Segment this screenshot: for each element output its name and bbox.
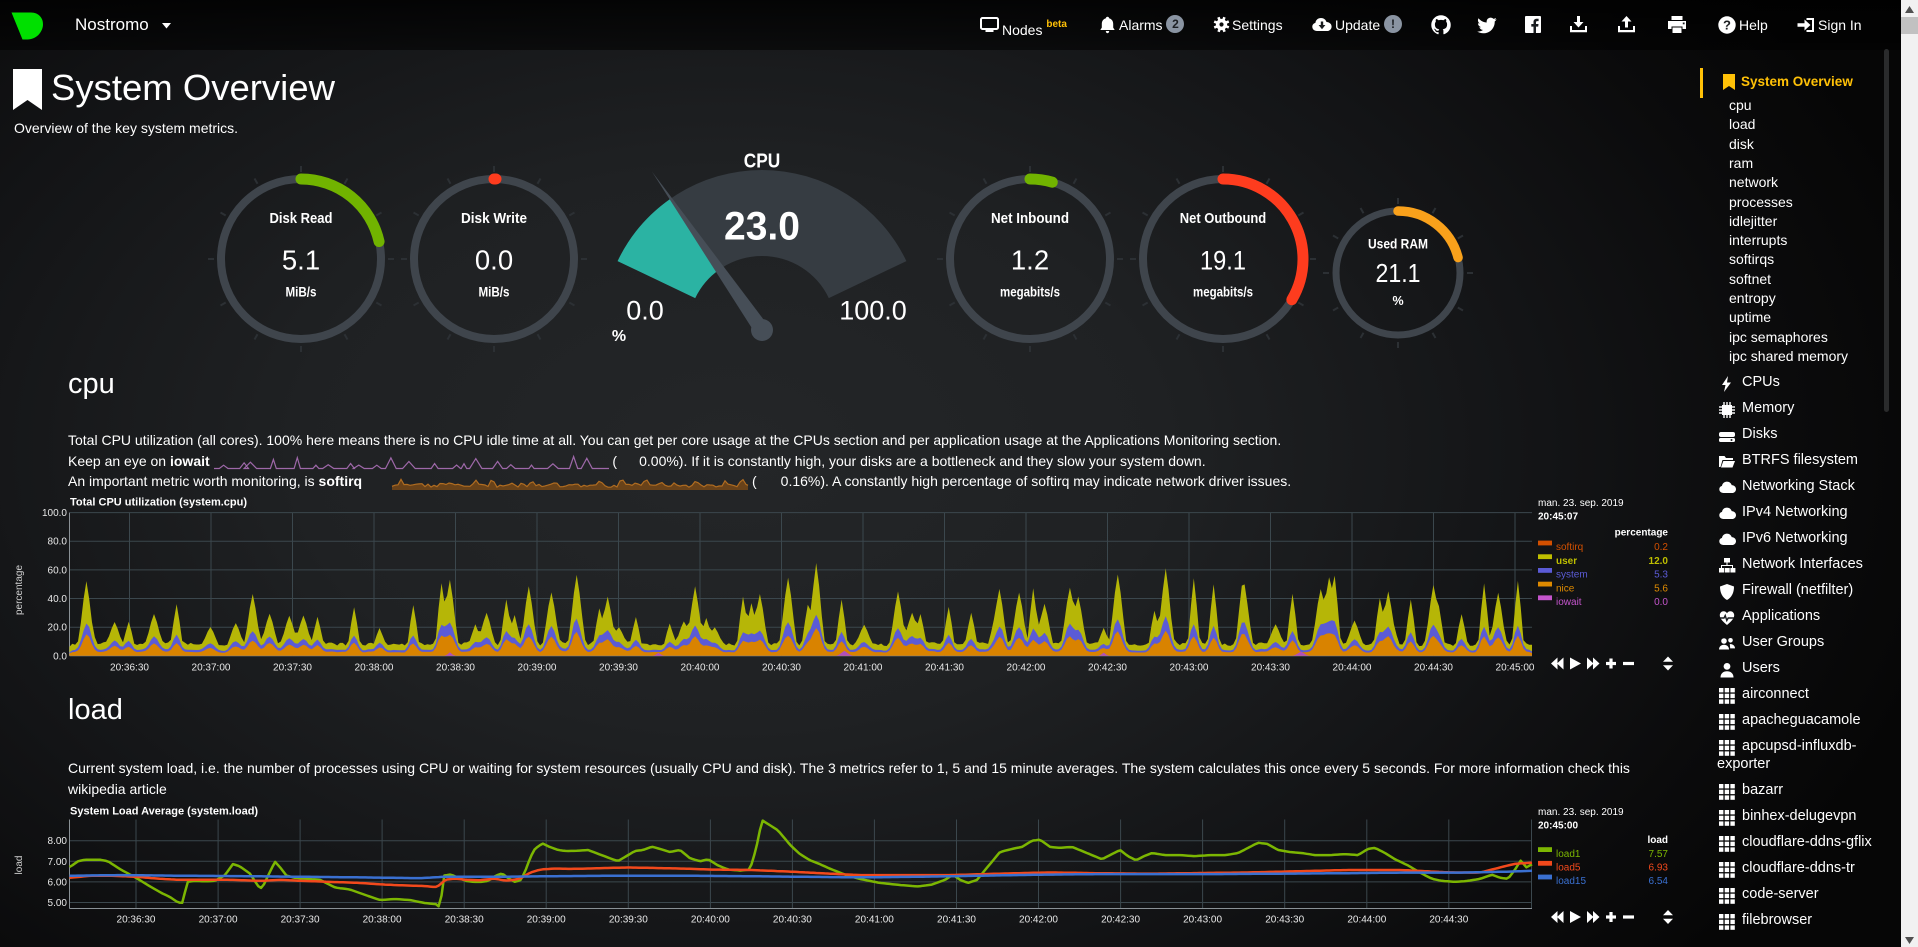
svg-text:20:39:30: 20:39:30 <box>609 915 648 926</box>
svg-text:20:40:30: 20:40:30 <box>762 663 801 674</box>
svg-text:20:41:30: 20:41:30 <box>937 915 976 926</box>
svg-text:0.0: 0.0 <box>475 245 513 276</box>
svg-text:MiB/s: MiB/s <box>479 284 510 299</box>
svg-text:20:36:30: 20:36:30 <box>117 915 156 926</box>
svg-text:20:37:00: 20:37:00 <box>199 915 238 926</box>
svg-text:20:41:00: 20:41:00 <box>855 915 894 926</box>
svg-text:20:38:00: 20:38:00 <box>363 915 402 926</box>
svg-text:20:39:00: 20:39:00 <box>527 915 566 926</box>
svg-text:Net Inbound: Net Inbound <box>991 211 1069 227</box>
svg-text:20:38:30: 20:38:30 <box>436 663 475 674</box>
svg-text:20:41:30: 20:41:30 <box>925 663 964 674</box>
svg-text:20:44:30: 20:44:30 <box>1414 663 1453 674</box>
svg-text:20:40:00: 20:40:00 <box>691 915 730 926</box>
svg-text:load5: load5 <box>1556 863 1581 874</box>
svg-text:20:42:30: 20:42:30 <box>1101 915 1140 926</box>
svg-text:man. 23. sep. 2019: man. 23. sep. 2019 <box>1538 498 1624 509</box>
svg-text:20:44:00: 20:44:00 <box>1333 663 1372 674</box>
svg-text:20:44:30: 20:44:30 <box>1429 915 1468 926</box>
svg-text:Net Outbound: Net Outbound <box>1180 211 1267 227</box>
svg-text:20:37:30: 20:37:30 <box>273 663 312 674</box>
svg-text:20:38:30: 20:38:30 <box>445 915 484 926</box>
svg-text:0.0: 0.0 <box>626 295 664 325</box>
svg-text:20:45:00: 20:45:00 <box>1496 663 1535 674</box>
svg-text:20:39:30: 20:39:30 <box>599 663 638 674</box>
svg-text:20:37:00: 20:37:00 <box>192 663 231 674</box>
svg-text:80.0: 80.0 <box>48 537 68 548</box>
svg-text:megabits/s: megabits/s <box>1000 284 1060 299</box>
svg-text:21.1: 21.1 <box>1376 258 1421 288</box>
svg-text:12.0: 12.0 <box>1649 556 1669 567</box>
svg-text:load: load <box>14 856 25 875</box>
svg-text:MiB/s: MiB/s <box>286 284 317 299</box>
svg-text:nice: nice <box>1556 583 1575 594</box>
svg-text:23.0: 23.0 <box>724 204 800 248</box>
svg-text:20:45:00: 20:45:00 <box>1538 821 1578 832</box>
svg-text:40.0: 40.0 <box>48 594 68 605</box>
svg-text:20:43:30: 20:43:30 <box>1265 915 1304 926</box>
svg-text:5.00: 5.00 <box>48 898 68 909</box>
svg-text:5.3: 5.3 <box>1654 570 1668 581</box>
svg-text:0.0: 0.0 <box>53 651 67 662</box>
svg-text:20:40:30: 20:40:30 <box>773 915 812 926</box>
svg-text:percentage: percentage <box>14 565 25 615</box>
svg-text:6.93: 6.93 <box>1649 863 1669 874</box>
svg-text:iowait: iowait <box>1556 597 1582 608</box>
svg-text:System Load Average (system.lo: System Load Average (system.load) <box>70 806 258 818</box>
svg-text:?: ? <box>1723 17 1731 32</box>
svg-text:softirq: softirq <box>1556 542 1583 553</box>
svg-text:20:42:30: 20:42:30 <box>1088 663 1127 674</box>
svg-text:20:36:30: 20:36:30 <box>110 663 149 674</box>
svg-text:Disk Read: Disk Read <box>270 210 333 227</box>
svg-text:Total CPU utilization (system.: Total CPU utilization (system.cpu) <box>70 497 247 509</box>
svg-text:Used RAM: Used RAM <box>1368 235 1428 251</box>
svg-text:100.0: 100.0 <box>42 508 67 519</box>
svg-text:load: load <box>1647 835 1668 846</box>
svg-text:0.2: 0.2 <box>1654 542 1668 553</box>
svg-text:%: % <box>1392 294 1403 308</box>
svg-text:20:38:00: 20:38:00 <box>355 663 394 674</box>
svg-text:20.0: 20.0 <box>48 623 68 634</box>
svg-text:5.6: 5.6 <box>1654 583 1668 594</box>
svg-text:20:39:00: 20:39:00 <box>518 663 557 674</box>
svg-text:60.0: 60.0 <box>48 565 68 576</box>
svg-text:8.00: 8.00 <box>48 836 68 847</box>
svg-text:20:43:00: 20:43:00 <box>1170 663 1209 674</box>
svg-text:20:42:00: 20:42:00 <box>1007 663 1046 674</box>
svg-text:6.54: 6.54 <box>1649 876 1669 887</box>
svg-text:load1: load1 <box>1556 849 1581 860</box>
svg-text:5.1: 5.1 <box>282 245 320 276</box>
svg-text:Disk Write: Disk Write <box>461 210 527 227</box>
svg-text:0.0: 0.0 <box>1654 597 1668 608</box>
svg-text:6.00: 6.00 <box>48 877 68 888</box>
svg-text:man. 23. sep. 2019: man. 23. sep. 2019 <box>1538 807 1624 818</box>
svg-text:20:37:30: 20:37:30 <box>281 915 320 926</box>
svg-text:%: % <box>612 328 626 345</box>
svg-text:CPU: CPU <box>744 151 781 173</box>
svg-text:user: user <box>1556 556 1577 567</box>
svg-text:percentage: percentage <box>1615 527 1669 538</box>
svg-text:20:43:30: 20:43:30 <box>1251 663 1290 674</box>
svg-text:100.0: 100.0 <box>839 295 907 325</box>
svg-text:20:40:00: 20:40:00 <box>681 663 720 674</box>
svg-text:20:45:07: 20:45:07 <box>1538 512 1578 523</box>
svg-text:7.57: 7.57 <box>1649 849 1669 860</box>
svg-text:1.2: 1.2 <box>1011 245 1049 276</box>
svg-text:20:43:00: 20:43:00 <box>1183 915 1222 926</box>
svg-text:megabits/s: megabits/s <box>1193 284 1253 299</box>
svg-text:system: system <box>1556 570 1588 581</box>
svg-text:20:44:00: 20:44:00 <box>1347 915 1386 926</box>
svg-text:7.00: 7.00 <box>48 857 68 868</box>
svg-text:19.1: 19.1 <box>1200 246 1246 276</box>
svg-text:20:42:00: 20:42:00 <box>1019 915 1058 926</box>
svg-text:load15: load15 <box>1556 876 1586 887</box>
svg-text:20:41:00: 20:41:00 <box>844 663 883 674</box>
